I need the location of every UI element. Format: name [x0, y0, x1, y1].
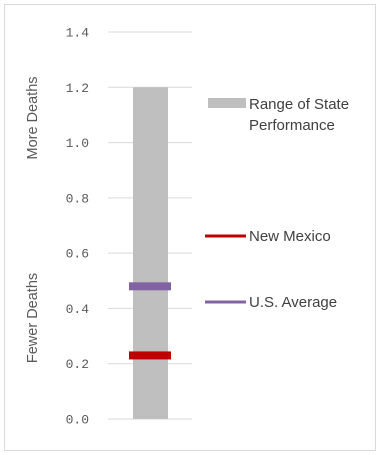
y-tick-label: 0.6 [66, 247, 89, 262]
y-tick-label: 0.4 [66, 302, 90, 317]
marker-u-s-average [129, 282, 171, 291]
y-tick-label: 0.0 [66, 413, 89, 428]
legend-label-range-line1: Range of State [249, 96, 349, 113]
y-tick-label: 1.0 [66, 136, 89, 151]
y-tick-labels: 0.0 0.2 0.4 0.6 0.8 1.0 1.2 1.4 [66, 26, 90, 428]
range-bars [133, 87, 168, 420]
chart-frame [4, 4, 376, 451]
legend: Range of State Performance New Mexico U.… [205, 96, 349, 311]
legend-swatch-range [208, 98, 246, 108]
y-tick-label: 0.8 [66, 191, 89, 206]
marker-new-mexico [129, 351, 171, 360]
y-label-more-deaths: More Deaths [25, 76, 41, 159]
range-bar [133, 87, 168, 420]
markers [129, 282, 171, 360]
legend-label-new-mexico: New Mexico [249, 228, 331, 245]
y-tick-label: 0.2 [66, 357, 89, 372]
legend-label-range-line2: Performance [249, 117, 335, 134]
y-label-fewer-deaths: Fewer Deaths [25, 273, 41, 363]
y-tick-label: 1.4 [66, 26, 90, 41]
legend-label-us-average: U.S. Average [249, 294, 337, 311]
y-tick-label: 1.2 [66, 81, 89, 96]
